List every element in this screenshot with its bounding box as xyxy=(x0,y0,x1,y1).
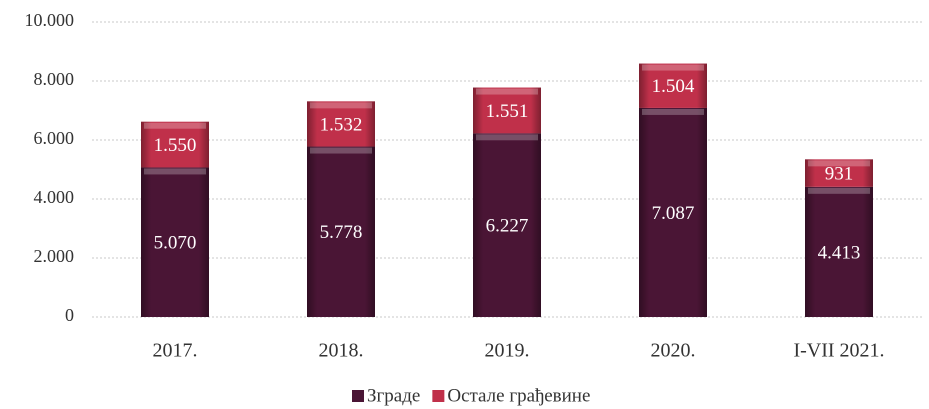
bar-highlight xyxy=(476,134,538,141)
value-label: 1.504 xyxy=(652,76,695,97)
value-label: 1.532 xyxy=(320,114,363,135)
bar-highlight xyxy=(476,88,538,95)
legend-swatch xyxy=(432,390,445,402)
x-tick-label: I-VII 2021. xyxy=(793,340,884,362)
bar-highlight xyxy=(144,122,206,129)
value-label: 1.551 xyxy=(486,101,529,122)
bar-shade xyxy=(473,133,541,317)
value-label: 4.413 xyxy=(818,242,861,263)
bar-shade xyxy=(639,107,707,317)
bar-shade xyxy=(141,167,209,317)
value-label: 931 xyxy=(825,163,854,184)
bar-shade xyxy=(307,146,375,317)
bar-highlight xyxy=(642,108,704,115)
x-tick-label: 2020. xyxy=(651,340,696,362)
y-tick-label: 0 xyxy=(65,305,74,325)
bar-shade xyxy=(307,101,375,147)
bar-shade xyxy=(639,63,707,108)
bar-highlight xyxy=(642,64,704,71)
legend-label: Зграде xyxy=(367,385,420,406)
x-tick-label: 2019. xyxy=(485,340,530,362)
bar-shade xyxy=(805,159,873,187)
y-tick-label: 4.000 xyxy=(34,187,75,207)
x-tick-label: 2018. xyxy=(319,340,364,362)
legend-label: Остале грађевине xyxy=(447,385,590,406)
x-tick-label: 2017. xyxy=(153,340,198,362)
bar-shade xyxy=(473,87,541,134)
y-tick-label: 6.000 xyxy=(34,128,75,148)
y-tick-label: 8.000 xyxy=(34,69,75,89)
value-label: 6.227 xyxy=(486,216,529,237)
bar-highlight xyxy=(808,160,870,167)
value-label: 5.070 xyxy=(154,233,197,254)
y-tick-label: 2.000 xyxy=(34,246,75,266)
bar-highlight xyxy=(144,168,206,175)
bar-highlight xyxy=(310,147,372,154)
value-label: 7.087 xyxy=(652,203,695,224)
bar-shade xyxy=(141,121,209,168)
value-label: 1.550 xyxy=(154,135,197,156)
bar-highlight xyxy=(310,102,372,109)
value-label: 5.778 xyxy=(320,222,363,243)
legend-swatch xyxy=(352,390,364,402)
bar-shade xyxy=(805,186,873,317)
bar-highlight xyxy=(808,187,870,194)
y-tick-label: 10.000 xyxy=(25,10,75,30)
